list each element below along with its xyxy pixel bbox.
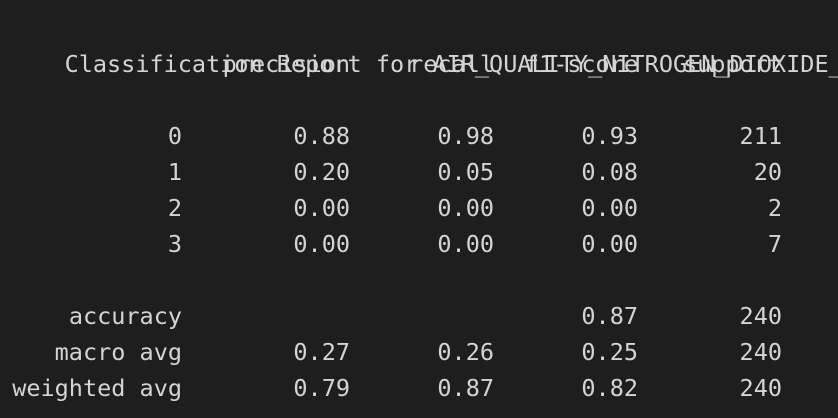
accuracy-label: accuracy [68, 302, 182, 330]
class-label: 0 [167, 122, 182, 150]
class-label: 3 [167, 230, 182, 258]
recall-value: 0.05 [437, 158, 494, 186]
macro-recall-value: 0.26 [437, 338, 494, 366]
accuracy-row: accuracy 0.87 240 [8, 298, 838, 334]
header-f1-score: f1-score [524, 50, 638, 78]
class-label: 2 [167, 194, 182, 222]
table-row: 1 0.20 0.05 0.08 20 [8, 154, 838, 190]
f1-score-value: 0.93 [581, 122, 638, 150]
f1-score-value: 0.00 [581, 194, 638, 222]
weighted-avg-label: weighted avg [12, 374, 182, 402]
f1-score-value: 0.08 [581, 158, 638, 186]
support-value: 20 [753, 158, 782, 186]
header-recall: recall [409, 50, 494, 78]
macro-support-value: 240 [739, 338, 782, 366]
accuracy-f1-value: 0.87 [581, 302, 638, 330]
header-precision: precision [222, 50, 350, 78]
accuracy-support-value: 240 [739, 302, 782, 330]
f1-score-value: 0.00 [581, 230, 638, 258]
support-value: 7 [767, 230, 782, 258]
recall-value: 0.00 [437, 194, 494, 222]
header-support: support [682, 50, 782, 78]
report-title: Classification Report for AIR_QUALITY_NI… [8, 10, 838, 78]
precision-value: 0.88 [293, 122, 350, 150]
table-row: 3 0.00 0.00 0.00 7 [8, 226, 838, 262]
precision-value: 0.20 [293, 158, 350, 186]
report-title-text: Classification Report for AIR_QUALITY_NI… [64, 50, 838, 78]
macro-f1-score-value: 0.25 [581, 338, 638, 366]
weighted-recall-value: 0.87 [437, 374, 494, 402]
class-label: 1 [167, 158, 182, 186]
recall-value: 0.98 [437, 122, 494, 150]
macro-precision-value: 0.27 [293, 338, 350, 366]
macro-avg-label: macro avg [54, 338, 182, 366]
table-row: 0 0.88 0.98 0.93 211 [8, 118, 838, 154]
support-value: 2 [767, 194, 782, 222]
header-row: precision recall f1-score support [8, 46, 838, 82]
table-row: 2 0.00 0.00 0.00 2 [8, 190, 838, 226]
precision-value: 0.00 [293, 230, 350, 258]
precision-value: 0.00 [293, 194, 350, 222]
weighted-f1-score-value: 0.82 [581, 374, 638, 402]
support-value: 211 [739, 122, 782, 150]
weighted-precision-value: 0.79 [293, 374, 350, 402]
weighted-support-value: 240 [739, 374, 782, 402]
weighted-avg-row: weighted avg 0.79 0.87 0.82 240 [8, 370, 838, 406]
macro-avg-row: macro avg 0.27 0.26 0.25 240 [8, 334, 838, 370]
recall-value: 0.00 [437, 230, 494, 258]
